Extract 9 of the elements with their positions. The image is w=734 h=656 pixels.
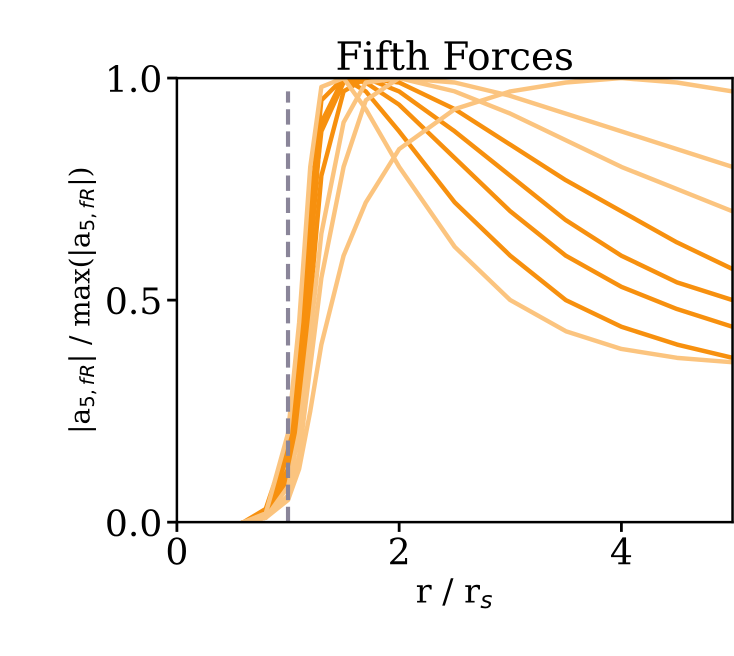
x-tick-label: 2 [390,537,408,564]
x-tick-label: 4 [611,537,632,564]
y-axis-title: |a$_{5,fR}$| / max(|a$_{5,fR}$|) [68,168,96,430]
y-tick-label: 1.0 [109,64,160,92]
y-tick-label: 0.5 [107,287,160,314]
chart-title: Fifth Forces [338,40,572,70]
y-tick-label: 0.0 [107,509,160,536]
x-axis-title: r / r$_{s}$ [416,578,492,608]
x-tick-label: 0 [168,537,186,565]
